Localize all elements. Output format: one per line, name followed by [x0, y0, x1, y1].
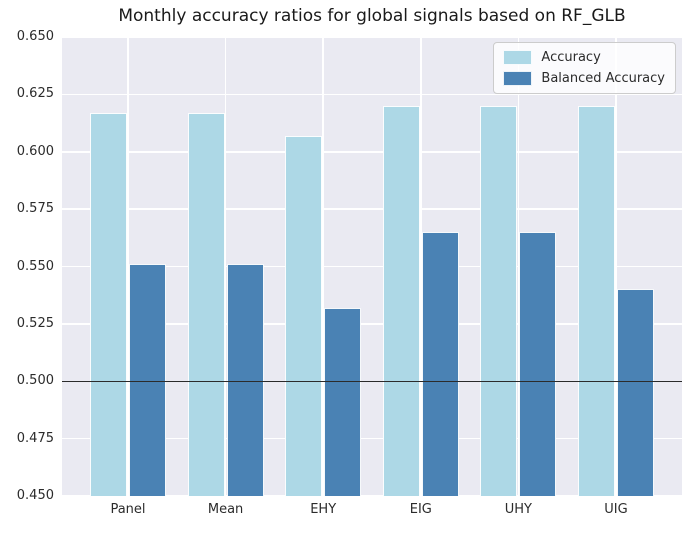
x-axis-tick-label-ehy: EHY	[310, 502, 337, 517]
y-axis-tick-label: 0.475	[16, 430, 54, 446]
legend-swatch-balanced-accuracy	[503, 71, 533, 86]
x-axis-tick-label-eig: EIG	[409, 502, 432, 517]
legend-label: Balanced Accuracy	[541, 71, 665, 86]
horizontal-gridline	[62, 265, 682, 268]
horizontal-gridline	[62, 36, 682, 38]
chart-title: Monthly accuracy ratios for global signa…	[118, 6, 626, 26]
y-axis-tick-label: 0.600	[16, 143, 54, 159]
horizontal-gridline	[62, 151, 682, 153]
y-axis-tick-label: 0.650	[16, 29, 54, 44]
vertical-gridline	[517, 37, 520, 496]
y-axis-tick-label: 0.525	[16, 315, 54, 331]
vertical-gridline	[615, 37, 617, 496]
plot-area: Accuracy Balanced Accuracy	[62, 36, 682, 497]
y-axis-tick-label: 0.550	[16, 258, 54, 274]
bar-accuracy-mean	[187, 112, 225, 496]
bar-balanced-accuracy-panel	[129, 264, 166, 496]
y-axis-tick-label: 0.450	[16, 488, 54, 503]
bar-balanced-accuracy-ehy	[324, 307, 362, 496]
legend-entry: Accuracy	[503, 50, 665, 65]
vertical-gridline	[224, 37, 227, 496]
x-axis-tick-label-uhy: UHY	[504, 502, 532, 517]
x-axis-tick-label-mean: Mean	[207, 502, 244, 517]
bar-accuracy-ehy	[285, 135, 323, 496]
bar-accuracy-panel	[90, 112, 127, 496]
legend-entry: Balanced Accuracy	[503, 71, 665, 86]
horizontal-gridline	[62, 437, 682, 440]
bar-balanced-accuracy-uig	[617, 289, 654, 496]
x-axis-tick-label-uig: UIG	[604, 502, 628, 517]
bar-balanced-accuracy-mean	[226, 264, 264, 496]
horizontal-gridline	[62, 323, 682, 325]
legend-label: Accuracy	[541, 50, 601, 65]
bar-balanced-accuracy-uhy	[519, 232, 557, 496]
legend-swatch-accuracy	[503, 50, 533, 65]
bar-accuracy-eig	[382, 105, 420, 496]
vertical-gridline	[322, 37, 324, 496]
y-axis-tick-label: 0.500	[16, 373, 54, 389]
reference-line-0-500	[62, 381, 682, 383]
x-axis-tick-label-panel: Panel	[110, 502, 146, 517]
y-axis-tick-label: 0.625	[16, 86, 54, 102]
legend: Accuracy Balanced Accuracy	[493, 42, 676, 94]
bar-accuracy-uhy	[480, 105, 518, 496]
horizontal-gridline	[62, 495, 682, 497]
bar-balanced-accuracy-eig	[421, 232, 459, 496]
horizontal-gridline	[62, 93, 682, 96]
y-axis-tick-label: 0.575	[16, 201, 54, 217]
vertical-gridline	[127, 37, 129, 496]
horizontal-gridline	[62, 208, 682, 210]
bar-accuracy-uig	[578, 105, 615, 496]
vertical-gridline	[420, 37, 422, 496]
